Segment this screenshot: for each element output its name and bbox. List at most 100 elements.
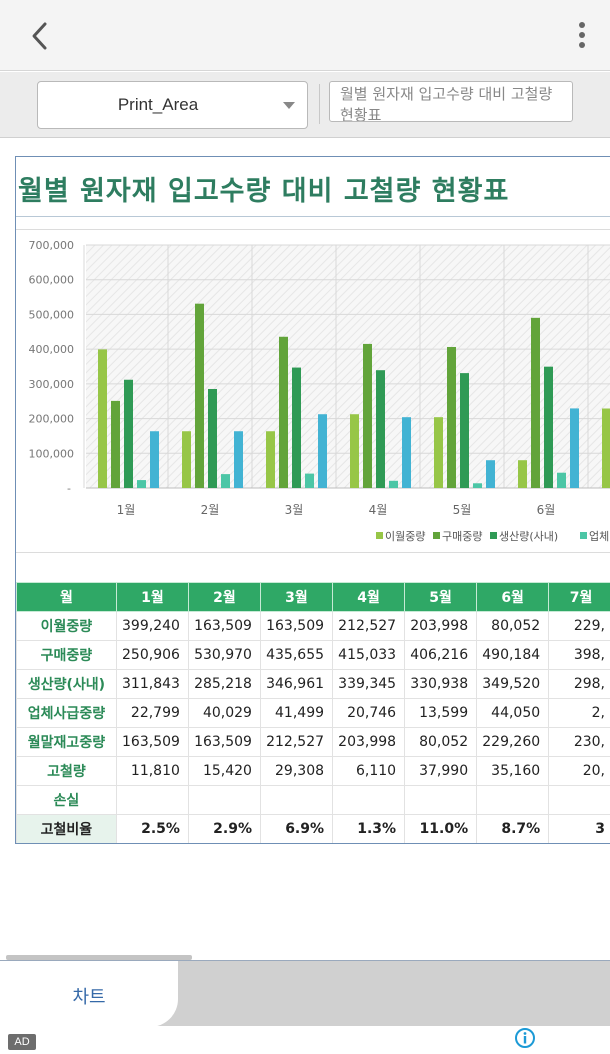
bar bbox=[266, 431, 275, 488]
table-header-month: 1월 bbox=[115, 582, 189, 612]
table-cell[interactable]: 203,998 bbox=[404, 611, 478, 641]
cell-content-box[interactable]: 월별 원자재 입고수량 대비 고철량 현황표 bbox=[329, 81, 573, 122]
table-cell[interactable]: 163,509 bbox=[259, 611, 334, 641]
sheet-toolbar: Print_Area 월별 원자재 입고수량 대비 고철량 현황표 bbox=[0, 72, 610, 138]
table-cell[interactable]: 40,029 bbox=[187, 698, 261, 728]
table-cell[interactable]: 163,509 bbox=[115, 727, 189, 757]
table-cell[interactable]: 250,906 bbox=[115, 640, 189, 670]
table-cell[interactable]: 435,655 bbox=[259, 640, 334, 670]
y-tick-label: 600,000 bbox=[29, 274, 75, 287]
table-cell[interactable]: 203,998 bbox=[332, 727, 406, 757]
table-cell[interactable]: 415,033 bbox=[332, 640, 406, 670]
chart-area[interactable]: 700,000 600,000 500,000 400,000 300,000 200,0… bbox=[16, 229, 610, 553]
x-tick-label: 4월 bbox=[369, 503, 388, 517]
table-cell[interactable] bbox=[404, 785, 478, 815]
table-cell[interactable]: 20,746 bbox=[332, 698, 406, 728]
table-row: 고철비율 2.5% 2.9% 6.9% 1.3% 11.0% 8.7% 3 bbox=[16, 814, 610, 843]
table-cell[interactable]: 15,420 bbox=[187, 756, 261, 786]
table-cell[interactable]: 41,499 bbox=[259, 698, 334, 728]
legend-label: 이월중량 bbox=[385, 530, 425, 543]
legend-swatch bbox=[490, 532, 497, 539]
table-row: 구매중량 250,906 530,970 435,655 415,033 406,216 4… bbox=[16, 640, 610, 670]
legend-label: 구매중량 bbox=[442, 530, 482, 543]
table-cell[interactable]: 285,218 bbox=[187, 669, 261, 699]
table-cell[interactable]: 11.0% bbox=[404, 814, 478, 843]
table-cell[interactable] bbox=[476, 785, 550, 815]
table-cell[interactable]: 339,345 bbox=[332, 669, 406, 699]
more-vertical-icon bbox=[579, 22, 585, 48]
ad-banner[interactable]: AD bbox=[0, 1026, 610, 1054]
legend-label: 생산량(사내) bbox=[499, 530, 558, 543]
table-cell[interactable]: 163,509 bbox=[187, 611, 261, 641]
table-cell[interactable] bbox=[332, 785, 406, 815]
bar bbox=[137, 480, 146, 488]
print-area-dropdown[interactable]: Print_Area bbox=[37, 81, 308, 129]
more-options-button[interactable] bbox=[566, 18, 598, 54]
table-cell[interactable] bbox=[187, 785, 261, 815]
table-cell[interactable] bbox=[115, 785, 189, 815]
table-cell[interactable]: 490,184 bbox=[476, 640, 550, 670]
bar bbox=[434, 417, 443, 488]
bar bbox=[292, 367, 301, 488]
info-icon[interactable] bbox=[514, 1027, 536, 1049]
table-cell[interactable]: 229,260 bbox=[476, 727, 550, 757]
back-button[interactable] bbox=[24, 20, 56, 52]
table-header-month: 7월 bbox=[548, 582, 610, 612]
table-cell[interactable]: 37,990 bbox=[404, 756, 478, 786]
table-cell[interactable]: 29,308 bbox=[259, 756, 334, 786]
bar bbox=[182, 431, 191, 488]
table-cell[interactable]: 6,110 bbox=[332, 756, 406, 786]
table-cell[interactable]: 20, bbox=[548, 756, 610, 786]
table-cell[interactable]: 2.9% bbox=[187, 814, 261, 843]
table-header-month: 5월 bbox=[404, 582, 478, 612]
table-cell[interactable] bbox=[259, 785, 334, 815]
table-cell[interactable]: 230, bbox=[548, 727, 610, 757]
bar bbox=[376, 370, 385, 488]
table-cell[interactable]: 311,843 bbox=[115, 669, 189, 699]
table-cell[interactable]: 11,810 bbox=[115, 756, 189, 786]
table-header-month: 3월 bbox=[259, 582, 334, 612]
table-cell[interactable]: 44,050 bbox=[476, 698, 550, 728]
table-cell[interactable]: 80,052 bbox=[404, 727, 478, 757]
table-cell[interactable]: 330,938 bbox=[404, 669, 478, 699]
table-cell[interactable]: 13,599 bbox=[404, 698, 478, 728]
y-tick-label: 300,000 bbox=[29, 378, 75, 391]
table-cell[interactable]: 22,799 bbox=[115, 698, 189, 728]
row-label: 고철량 bbox=[16, 756, 117, 786]
tab-chart[interactable]: 차트 bbox=[0, 961, 178, 1027]
table-cell[interactable]: 399,240 bbox=[115, 611, 189, 641]
table-cell[interactable]: 35,160 bbox=[476, 756, 550, 786]
table-cell[interactable] bbox=[548, 785, 610, 815]
table-cell[interactable]: 398, bbox=[548, 640, 610, 670]
table-cell[interactable]: 349,520 bbox=[476, 669, 550, 699]
x-tick-label: 1월 bbox=[117, 503, 136, 517]
table-cell[interactable]: 406,216 bbox=[404, 640, 478, 670]
sheet-viewport[interactable]: 월별 원자재 입고수량 대비 고철량 현황표 700,000 600,000 500… bbox=[0, 139, 610, 961]
table-cell[interactable]: 1.3% bbox=[332, 814, 406, 843]
table-cell[interactable]: 6.9% bbox=[259, 814, 334, 843]
bar bbox=[544, 366, 553, 488]
table-header-label: 월 bbox=[16, 582, 117, 612]
x-tick-label: 2월 bbox=[201, 503, 220, 517]
bar bbox=[279, 336, 288, 488]
table-cell[interactable]: 80,052 bbox=[476, 611, 550, 641]
bar bbox=[111, 400, 120, 488]
horizontal-scrollbar[interactable] bbox=[6, 955, 192, 960]
table-cell[interactable]: 212,527 bbox=[259, 727, 334, 757]
table-cell[interactable]: 346,961 bbox=[259, 669, 334, 699]
bar bbox=[473, 483, 482, 488]
table-cell[interactable]: 530,970 bbox=[187, 640, 261, 670]
table-cell[interactable]: 2.5% bbox=[115, 814, 189, 843]
bar bbox=[518, 460, 527, 488]
table-cell[interactable]: 2, bbox=[548, 698, 610, 728]
table-cell[interactable]: 298, bbox=[548, 669, 610, 699]
bar bbox=[195, 303, 204, 488]
bar bbox=[486, 460, 495, 488]
table-cell[interactable]: 212,527 bbox=[332, 611, 406, 641]
table-cell[interactable]: 163,509 bbox=[187, 727, 261, 757]
table-cell[interactable]: 229, bbox=[548, 611, 610, 641]
y-tick-label: 200,000 bbox=[29, 413, 75, 426]
table-cell[interactable]: 3 bbox=[548, 814, 610, 843]
table-cell[interactable]: 8.7% bbox=[476, 814, 550, 843]
bar bbox=[124, 379, 133, 488]
